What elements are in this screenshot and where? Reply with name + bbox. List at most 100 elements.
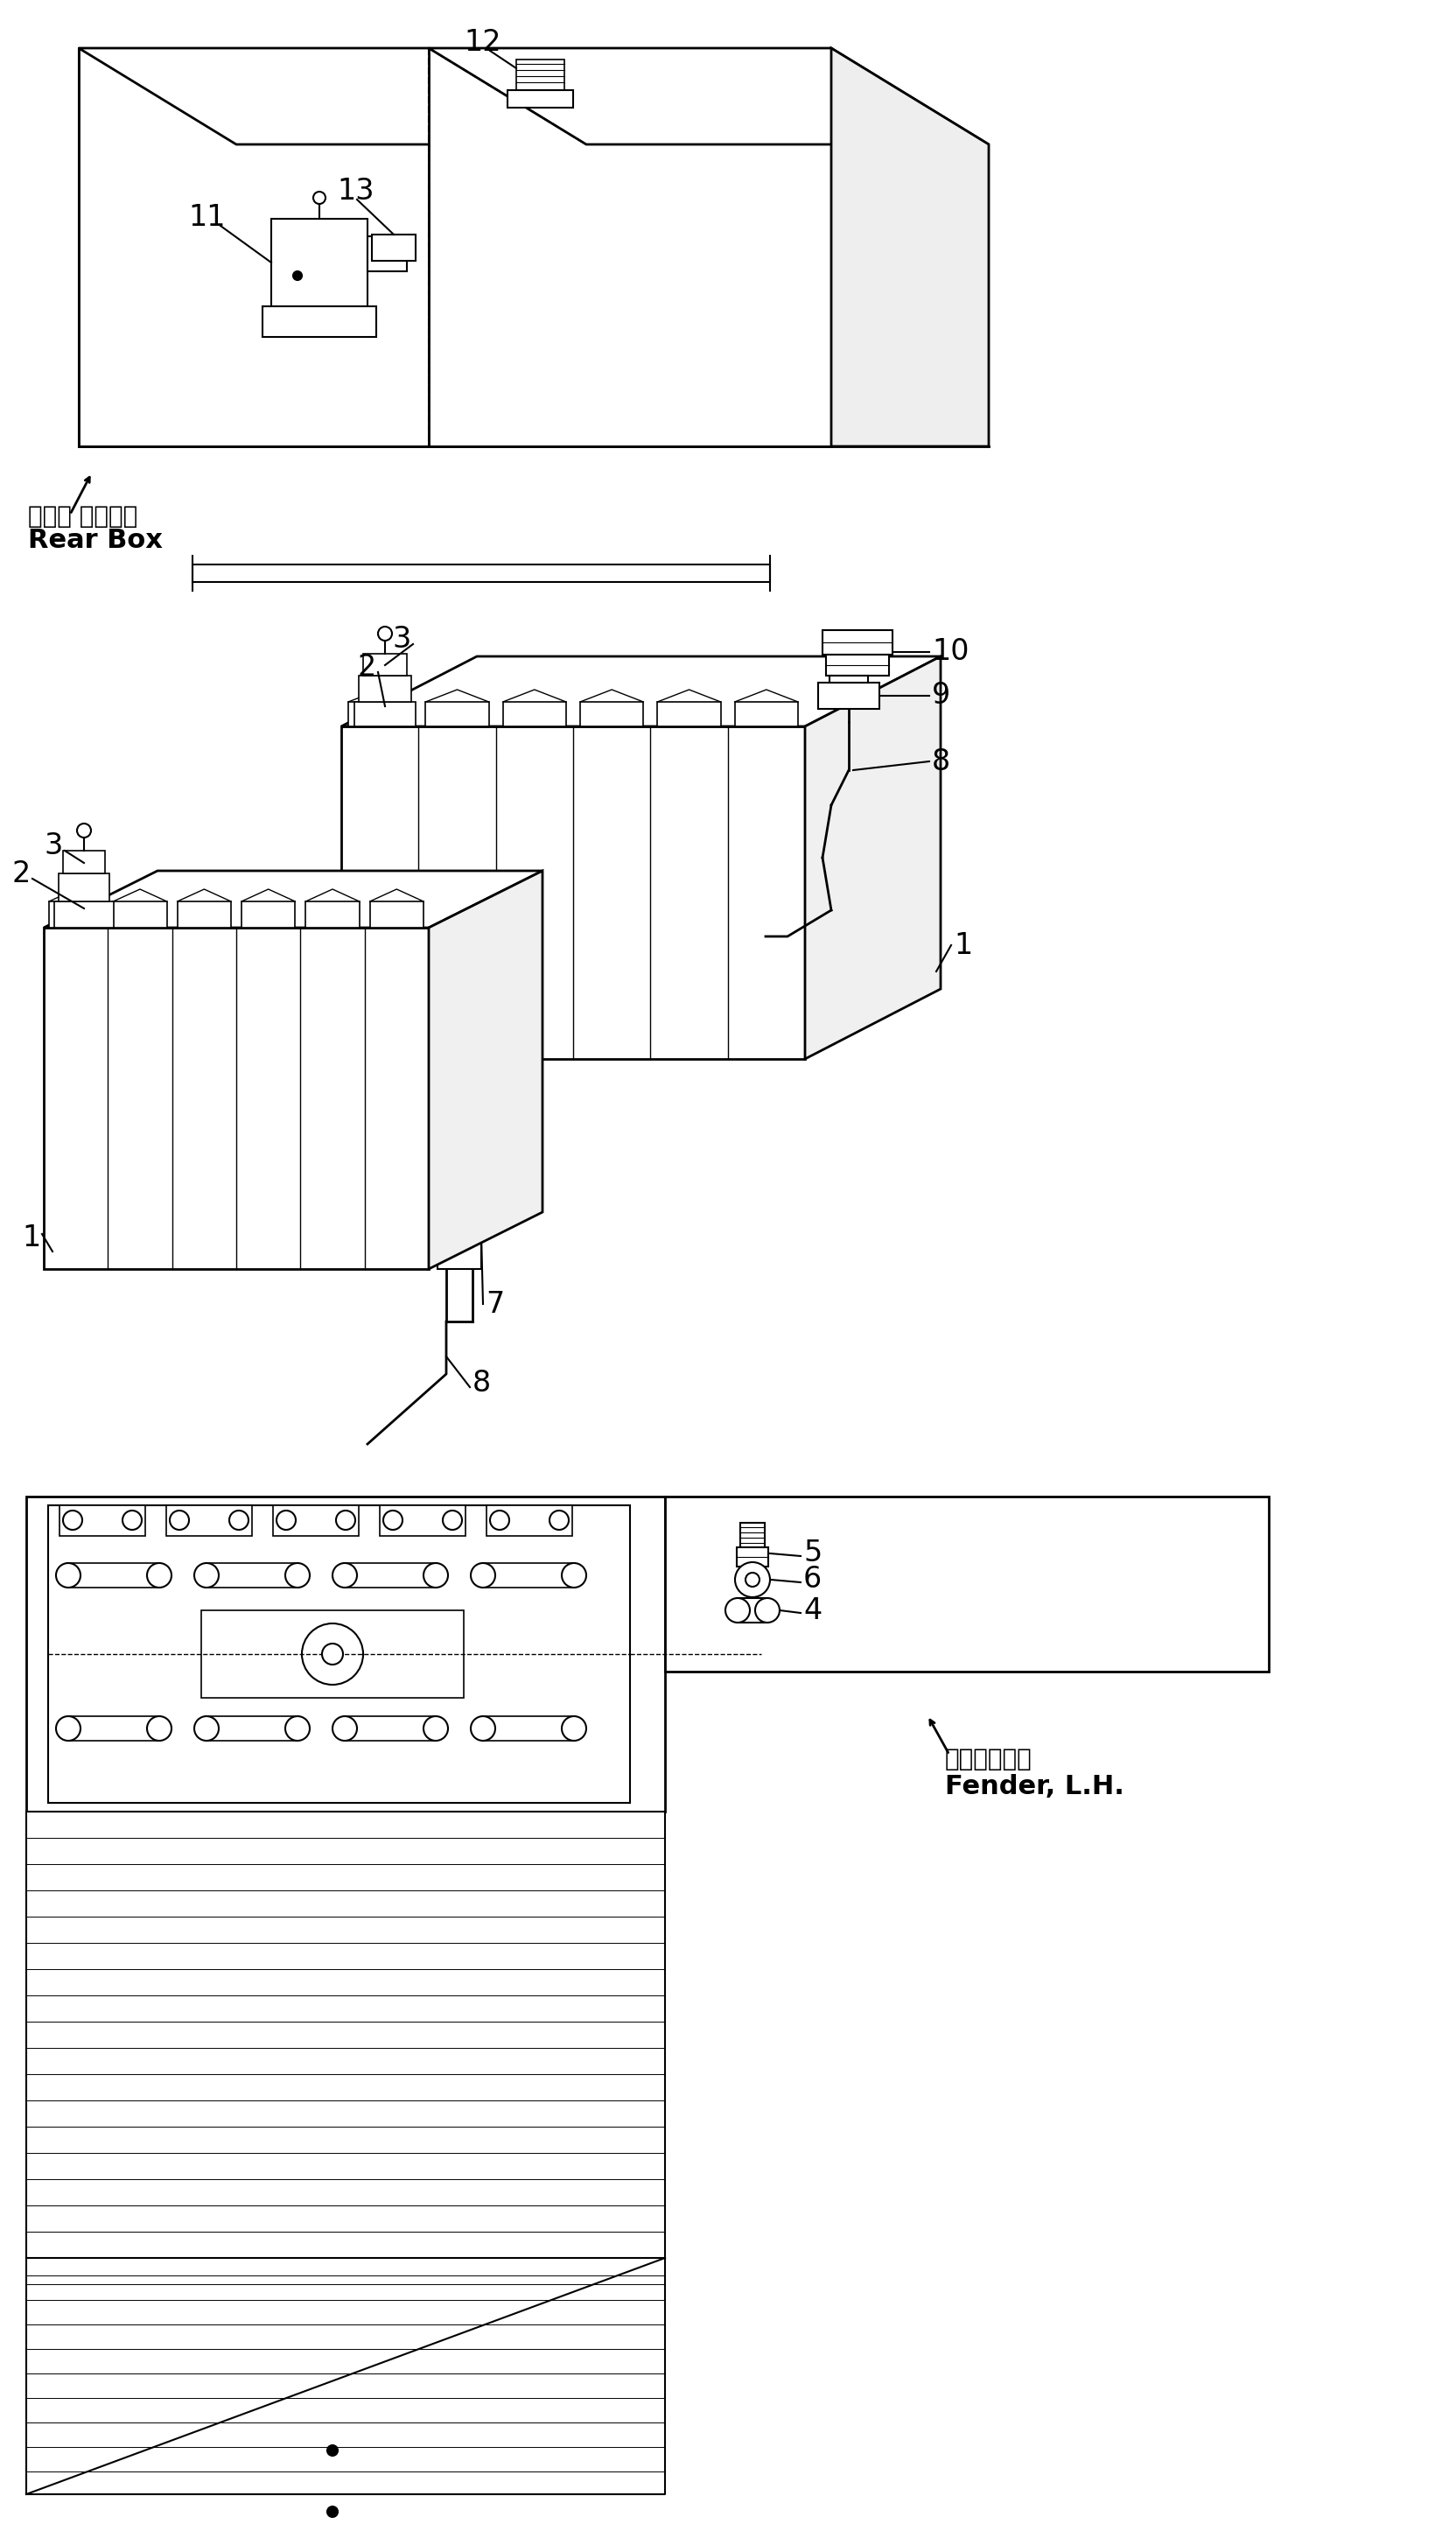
Text: 7: 7 (485, 1290, 504, 1318)
Text: Fender, L.H.: Fender, L.H. (945, 1774, 1124, 1799)
Circle shape (285, 1715, 310, 1741)
Circle shape (443, 1512, 462, 1530)
Polygon shape (805, 657, 941, 1059)
Polygon shape (262, 305, 376, 336)
Text: フェンダ、左: フェンダ、左 (945, 1746, 1032, 1771)
Polygon shape (79, 48, 428, 445)
Text: 2: 2 (12, 860, 31, 888)
Polygon shape (428, 870, 542, 1270)
Circle shape (562, 1715, 585, 1741)
Polygon shape (507, 89, 572, 107)
Text: 4: 4 (802, 1596, 821, 1624)
Circle shape (424, 1563, 448, 1588)
Circle shape (735, 1563, 770, 1598)
Polygon shape (370, 901, 424, 929)
Text: 2: 2 (357, 652, 376, 682)
Text: 1: 1 (954, 931, 971, 959)
Circle shape (470, 1563, 495, 1588)
Polygon shape (354, 702, 415, 725)
Circle shape (122, 1512, 141, 1530)
Circle shape (549, 1512, 568, 1530)
Circle shape (301, 1624, 363, 1685)
Polygon shape (272, 1504, 358, 1537)
Polygon shape (341, 657, 941, 725)
Polygon shape (114, 901, 167, 929)
Text: 5: 5 (802, 1540, 821, 1568)
Polygon shape (348, 702, 411, 725)
Polygon shape (367, 237, 406, 272)
Circle shape (562, 1563, 585, 1588)
Text: 12: 12 (463, 28, 501, 56)
Circle shape (63, 1512, 82, 1530)
Circle shape (725, 1598, 750, 1624)
Polygon shape (242, 901, 296, 929)
Circle shape (77, 825, 90, 837)
Circle shape (745, 1573, 759, 1586)
Polygon shape (425, 702, 489, 725)
Circle shape (332, 1715, 357, 1741)
Polygon shape (828, 674, 868, 682)
Polygon shape (201, 1611, 463, 1698)
Polygon shape (826, 654, 888, 674)
Polygon shape (26, 1496, 664, 1812)
Polygon shape (486, 1504, 572, 1537)
Text: 3: 3 (44, 832, 63, 860)
Polygon shape (44, 929, 428, 1270)
Text: 3: 3 (393, 624, 411, 654)
Circle shape (293, 272, 301, 280)
Text: 9: 9 (932, 682, 949, 710)
Polygon shape (178, 901, 232, 929)
Polygon shape (79, 48, 585, 145)
Polygon shape (192, 565, 770, 583)
Polygon shape (26, 1812, 664, 2257)
Text: リヤー ボックス: リヤー ボックス (28, 504, 137, 529)
Polygon shape (358, 674, 411, 702)
Polygon shape (48, 1504, 629, 1802)
Polygon shape (380, 1504, 466, 1537)
Polygon shape (306, 901, 360, 929)
Circle shape (383, 1512, 402, 1530)
Polygon shape (483, 1563, 574, 1588)
Polygon shape (823, 631, 893, 654)
Polygon shape (740, 1522, 764, 1547)
Circle shape (336, 1512, 355, 1530)
Polygon shape (207, 1563, 297, 1588)
Circle shape (147, 1563, 172, 1588)
Polygon shape (818, 682, 879, 710)
Polygon shape (54, 901, 114, 929)
Polygon shape (657, 702, 721, 725)
Text: 10: 10 (932, 639, 968, 667)
Polygon shape (363, 654, 406, 674)
Circle shape (194, 1563, 218, 1588)
Circle shape (332, 1563, 357, 1588)
Polygon shape (831, 48, 989, 445)
Circle shape (229, 1512, 249, 1530)
Circle shape (470, 1715, 495, 1741)
Polygon shape (271, 219, 367, 305)
Circle shape (377, 626, 392, 641)
Circle shape (277, 1512, 296, 1530)
Polygon shape (44, 870, 542, 929)
Polygon shape (734, 702, 798, 725)
Polygon shape (515, 59, 563, 89)
Polygon shape (437, 1199, 480, 1270)
Polygon shape (60, 1504, 146, 1537)
Polygon shape (68, 1563, 159, 1588)
Circle shape (147, 1715, 172, 1741)
Text: Rear Box: Rear Box (28, 529, 163, 555)
Text: 8: 8 (932, 748, 949, 776)
Circle shape (328, 2507, 338, 2517)
Circle shape (194, 1715, 218, 1741)
Polygon shape (166, 1504, 252, 1537)
Text: 11: 11 (188, 204, 226, 232)
Circle shape (328, 2446, 338, 2456)
Circle shape (424, 1715, 448, 1741)
Polygon shape (502, 702, 566, 725)
Polygon shape (63, 850, 105, 873)
Circle shape (754, 1598, 779, 1624)
Polygon shape (737, 1547, 767, 1568)
Circle shape (285, 1563, 310, 1588)
Polygon shape (483, 1715, 574, 1741)
Polygon shape (50, 901, 102, 929)
Text: 1: 1 (22, 1224, 41, 1252)
